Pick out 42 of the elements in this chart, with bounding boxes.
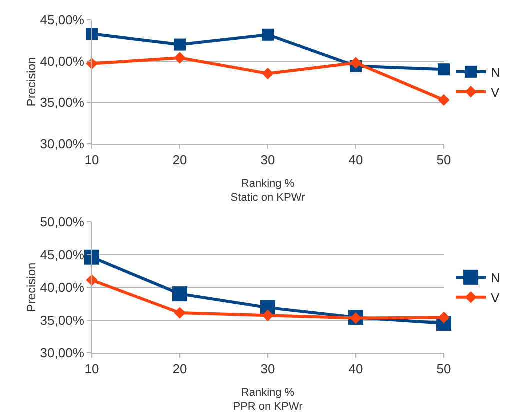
point (174, 52, 186, 64)
y-axis-title: Precision (24, 57, 38, 107)
legend-label: V (491, 84, 500, 100)
point (262, 28, 274, 41)
x-tick-label: 10 (84, 152, 100, 168)
x-tick-label: 40 (348, 152, 364, 168)
y-tick-label: 50,00% (40, 214, 85, 230)
y-tick-label: 45,00% (40, 247, 85, 262)
legend-label: V (491, 290, 500, 306)
x-axis-title: Ranking % (241, 178, 295, 190)
legend-label: N (491, 65, 500, 80)
y-tick-label: 45,00% (40, 12, 85, 28)
point (438, 64, 450, 76)
x-tick-label: 40 (348, 362, 364, 377)
x-axis-title: Ranking % (241, 386, 295, 399)
x-tick-label: 10 (84, 362, 100, 377)
point (84, 250, 100, 265)
x-tick-label: 30 (260, 362, 276, 377)
point (86, 28, 98, 40)
x-tick-label: 50 (436, 362, 452, 377)
point (350, 57, 362, 69)
text: Static on KPWr (230, 192, 306, 204)
point (174, 307, 186, 319)
x-tick-label: 20 (172, 362, 188, 377)
point (438, 94, 450, 106)
text: PPR on KPWr (233, 401, 304, 414)
point (172, 286, 188, 302)
x-tick-label: 50 (436, 152, 452, 168)
y-axis-title: Precision (24, 262, 38, 312)
y-tick-label: 40,00% (40, 280, 85, 296)
point (262, 68, 274, 80)
y-tick-label: 35,00% (40, 95, 85, 110)
y-tick-label: 30,00% (40, 136, 85, 152)
point (438, 312, 450, 324)
x-tick-label: 20 (172, 152, 188, 168)
x-tick-label: 30 (260, 152, 276, 168)
y-tick-label: 35,00% (40, 312, 85, 328)
y-tick-label: 30,00% (40, 346, 85, 361)
point (262, 310, 274, 322)
y-tick-label: 40,00% (40, 54, 85, 69)
point (174, 38, 186, 51)
legend-label: N (491, 270, 500, 286)
